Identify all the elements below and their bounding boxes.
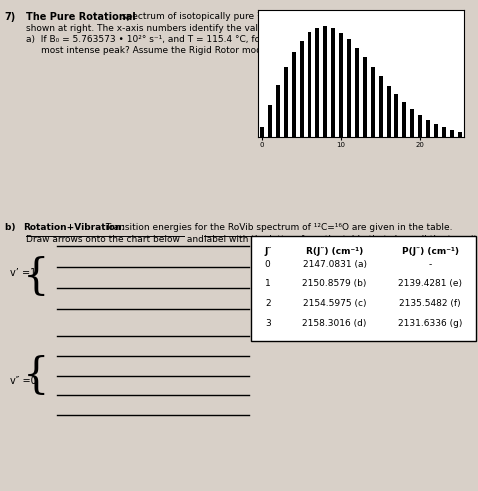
Text: Draw arrows onto the chart below: Draw arrows onto the chart below: [26, 235, 180, 244]
Bar: [331, 28, 335, 137]
Bar: [410, 109, 414, 137]
Text: 2135.5482 (f): 2135.5482 (f): [400, 299, 461, 308]
Bar: [426, 120, 430, 137]
Text: {: {: [22, 355, 49, 397]
Text: 1: 1: [265, 279, 271, 288]
Text: v’ =1: v’ =1: [10, 268, 36, 277]
Bar: [268, 105, 272, 137]
Text: shown at right. The x-axis numbers identify the values for J″ for each transitio: shown at right. The x-axis numbers ident…: [26, 24, 388, 32]
Text: 2131.6336 (g): 2131.6336 (g): [398, 319, 462, 327]
Text: label with the letters: label with the letters: [204, 235, 298, 244]
Bar: [442, 127, 446, 137]
Bar: [434, 124, 438, 137]
Bar: [394, 94, 399, 137]
Bar: [323, 27, 327, 137]
Bar: [315, 27, 319, 137]
Text: -: -: [429, 260, 432, 269]
Text: 2154.5975 (c): 2154.5975 (c): [303, 299, 366, 308]
Text: 7): 7): [5, 12, 16, 22]
FancyBboxPatch shape: [251, 236, 476, 341]
Bar: [276, 85, 280, 137]
Bar: [371, 67, 375, 137]
Bar: [379, 76, 382, 137]
Bar: [355, 48, 359, 137]
Text: most intense peak? Assume the Rigid Rotor model applies.: most intense peak? Assume the Rigid Roto…: [41, 46, 308, 55]
Bar: [339, 33, 343, 137]
Text: J″: J″: [264, 247, 272, 256]
Text: 2: 2: [265, 299, 271, 308]
Text: b): b): [5, 223, 22, 232]
Bar: [418, 115, 422, 137]
Bar: [402, 102, 406, 137]
Bar: [347, 39, 351, 137]
Text: v″ =0: v″ =0: [10, 376, 36, 385]
Text: {: {: [22, 256, 49, 299]
Bar: [284, 67, 288, 137]
Bar: [300, 41, 304, 137]
Text: Transition energies for the RoVib spectrum of ¹²C=¹⁶O are given in the table.: Transition energies for the RoVib spectr…: [103, 223, 452, 232]
Text: The Pure Rotational: The Pure Rotational: [26, 12, 136, 22]
Bar: [260, 127, 264, 137]
Bar: [387, 85, 391, 137]
Text: 0: 0: [265, 260, 271, 269]
Text: a)  If B₀ = 5.763573 • 10²° s⁻¹, and T = 115.4 °C, for which J value will you se: a) If B₀ = 5.763573 • 10²° s⁻¹, and T = …: [26, 35, 401, 44]
Bar: [450, 130, 454, 137]
Text: R(J″) (cm⁻¹): R(J″) (cm⁻¹): [306, 247, 363, 256]
Bar: [363, 57, 367, 137]
Bar: [307, 32, 312, 137]
Text: from the table that show all the transitions.: from the table that show all the transit…: [298, 235, 478, 244]
Text: and: and: [184, 235, 206, 244]
Text: P(J″) (cm⁻¹): P(J″) (cm⁻¹): [402, 247, 459, 256]
Text: 2150.8579 (b): 2150.8579 (b): [303, 279, 367, 288]
Text: 2139.4281 (e): 2139.4281 (e): [398, 279, 462, 288]
Text: Rotation+Vibration:: Rotation+Vibration:: [23, 223, 125, 232]
Text: 3: 3: [265, 319, 271, 327]
Bar: [458, 132, 462, 137]
Text: spectrum of isotopically pure ¹²C=¹⁶O at room temperature is: spectrum of isotopically pure ¹²C=¹⁶O at…: [119, 12, 400, 21]
Text: 2147.0831 (a): 2147.0831 (a): [303, 260, 367, 269]
Bar: [292, 53, 296, 137]
Text: 2158.3016 (d): 2158.3016 (d): [303, 319, 367, 327]
